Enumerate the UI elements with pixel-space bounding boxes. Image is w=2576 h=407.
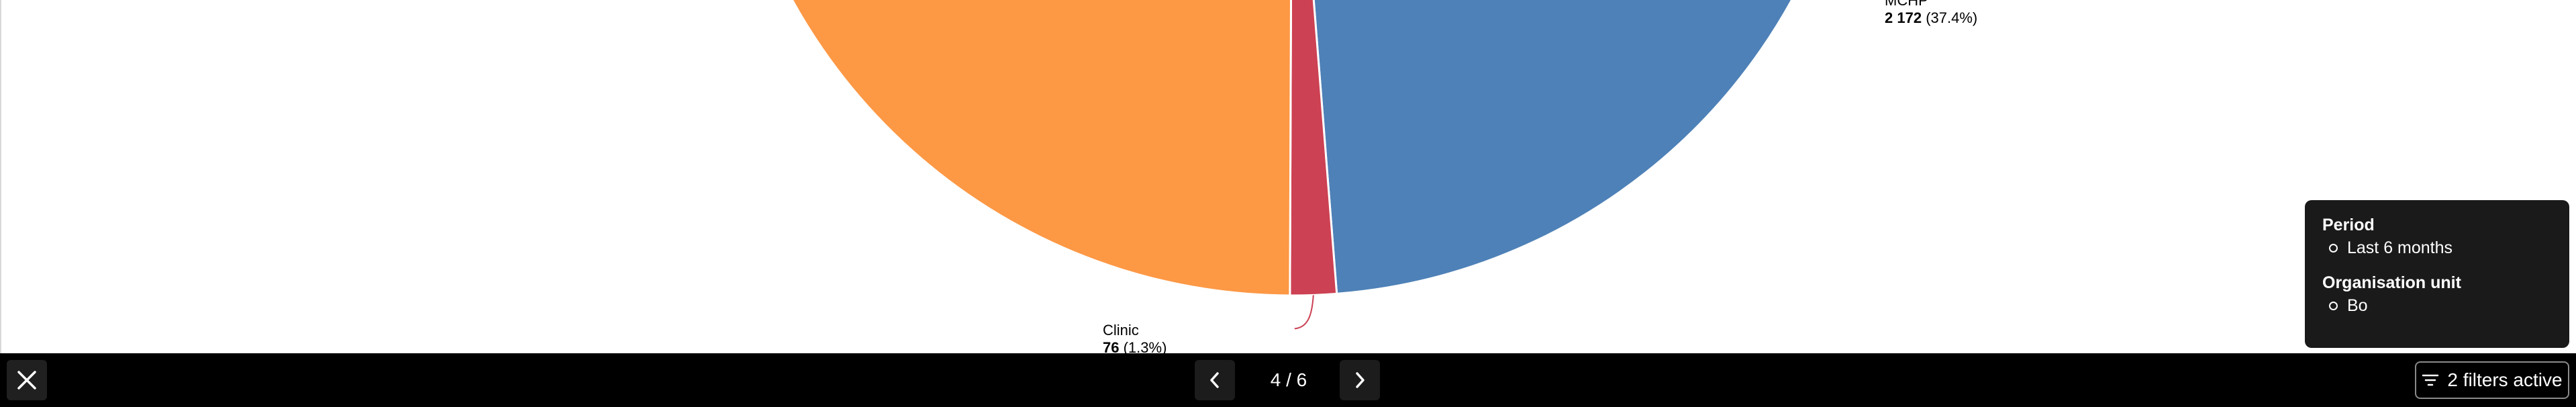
filter-title-org-unit: Organisation unit bbox=[2322, 273, 2461, 292]
close-button[interactable] bbox=[7, 360, 47, 400]
slice-percent-mchp: (37.4%) bbox=[1926, 9, 1978, 26]
filter-group-org-unit: Organisation unit Bo bbox=[2322, 271, 2552, 317]
next-button[interactable] bbox=[1340, 360, 1380, 400]
filters-button-label: 2 filters active bbox=[2447, 369, 2563, 390]
pie-slice-other[interactable] bbox=[722, 0, 1665, 297]
slice-value-number-mchp: 2 172 bbox=[1885, 9, 1922, 26]
page-indicator: 4 / 6 bbox=[1270, 369, 1307, 390]
filter-value-period: Last 6 months bbox=[2347, 238, 2453, 257]
slice-value-number-clinic: 76 bbox=[1103, 339, 1120, 353]
filters-active-button[interactable]: 2 filters active bbox=[2415, 361, 2569, 399]
slice-label-mchp: MCHP 2 172 (37.4%) bbox=[1885, 0, 1977, 27]
filter-value-org-unit: Bo bbox=[2347, 296, 2368, 315]
filter-lines-icon bbox=[2422, 373, 2439, 387]
filter-item-period: Last 6 months bbox=[2322, 236, 2552, 259]
slice-name-mchp: MCHP bbox=[1885, 0, 1928, 9]
slice-name-clinic: Clinic bbox=[1103, 322, 1139, 338]
slice-value-mchp: 2 172 (37.4%) bbox=[1885, 9, 1977, 27]
previous-button[interactable] bbox=[1195, 360, 1235, 400]
bottom-toolbar: 4 / 6 2 filters active bbox=[0, 353, 2576, 407]
bullet-icon bbox=[2329, 243, 2338, 253]
stage-left-border bbox=[0, 0, 1, 353]
bullet-icon bbox=[2329, 301, 2338, 310]
filter-title-period: Period bbox=[2322, 216, 2375, 234]
filter-item-org-unit: Bo bbox=[2322, 294, 2552, 317]
filter-group-period: Period Last 6 months bbox=[2322, 214, 2552, 259]
pie-chart bbox=[722, 0, 1863, 330]
active-filters-panel: Period Last 6 months Organisation unit B… bbox=[2305, 200, 2569, 348]
slice-percent-clinic: (1.3%) bbox=[1123, 339, 1167, 353]
slice-value-clinic: 76 (1.3%) bbox=[1103, 339, 1167, 353]
clinic-label-connector bbox=[1294, 295, 1314, 330]
chart-stage: MCHP 2 172 (37.4%) Clinic 76 (1.3%) Peri… bbox=[0, 0, 2569, 353]
chevron-right-icon bbox=[1356, 372, 1365, 388]
chevron-left-icon bbox=[1210, 372, 1219, 388]
pie-slice-mchp[interactable] bbox=[1292, 0, 1863, 295]
close-icon bbox=[17, 371, 36, 390]
slice-label-clinic: Clinic 76 (1.3%) bbox=[1103, 322, 1167, 353]
